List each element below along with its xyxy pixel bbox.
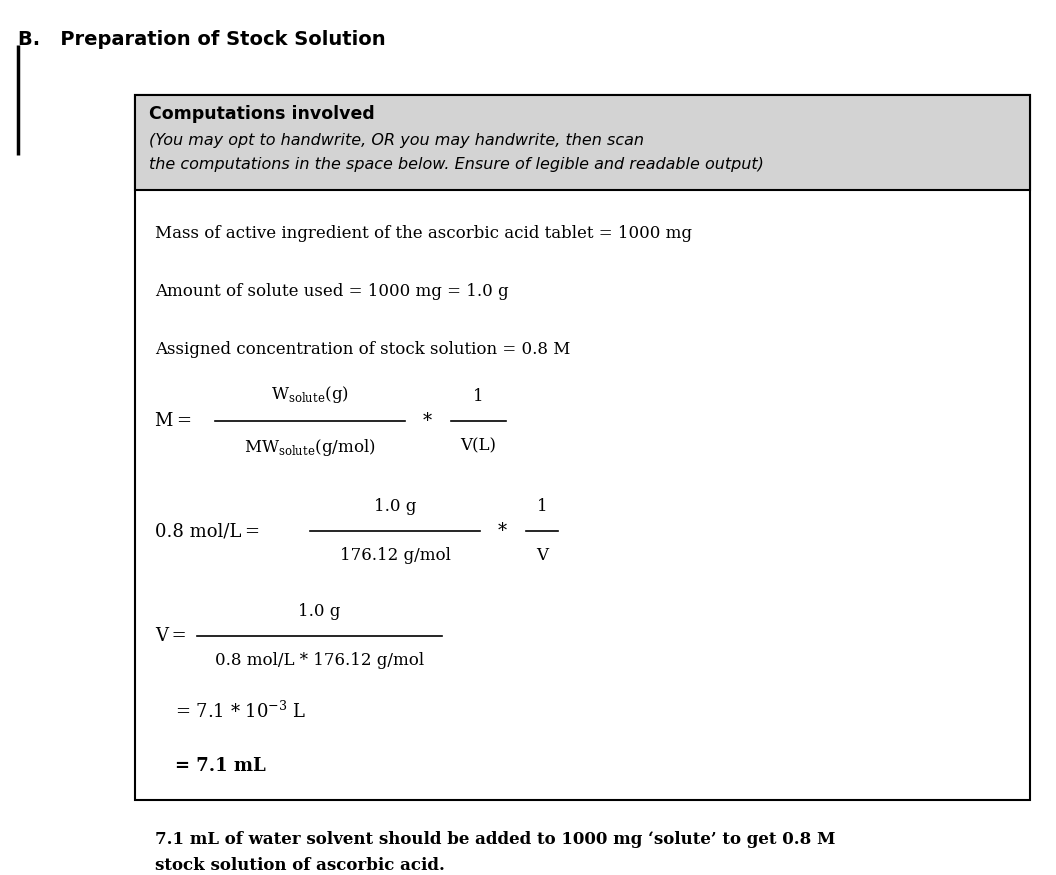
Text: 1: 1 (473, 388, 484, 405)
Text: Mass of active ingredient of the ascorbic acid tablet = 1000 mg: Mass of active ingredient of the ascorbi… (155, 225, 692, 242)
Text: 7.1 mL of water solvent should be added to 1000 mg ‘solute’ to get 0.8 M
stock s: 7.1 mL of water solvent should be added … (155, 831, 835, 874)
Text: B.   Preparation of Stock Solution: B. Preparation of Stock Solution (18, 30, 385, 49)
Text: 0.8 mol/L * 176.12 g/mol: 0.8 mol/L * 176.12 g/mol (215, 652, 425, 669)
Text: = 7.1 mL: = 7.1 mL (175, 757, 266, 775)
Text: *: * (423, 412, 432, 430)
FancyBboxPatch shape (135, 95, 1030, 190)
Text: Computations involved: Computations involved (149, 105, 375, 123)
Text: 1.0 g: 1.0 g (374, 498, 416, 515)
Text: 1: 1 (536, 498, 547, 515)
Text: W$_{\mathregular{solute}}$(g): W$_{\mathregular{solute}}$(g) (271, 384, 348, 405)
Text: Assigned concentration of stock solution = 0.8 M: Assigned concentration of stock solution… (155, 341, 570, 358)
Text: V =: V = (155, 627, 187, 645)
Text: (You may opt to handwrite, OR you may handwrite, then scan: (You may opt to handwrite, OR you may ha… (149, 133, 644, 148)
Text: 176.12 g/mol: 176.12 g/mol (340, 547, 451, 564)
Text: 0.8 mol/L =: 0.8 mol/L = (155, 522, 260, 540)
FancyBboxPatch shape (135, 95, 1030, 800)
Text: M =: M = (155, 412, 192, 430)
Text: 1.0 g: 1.0 g (298, 603, 341, 620)
Text: = 7.1 * 10$^{\mathregular{-3}}$ L: = 7.1 * 10$^{\mathregular{-3}}$ L (175, 700, 306, 722)
Text: V: V (536, 547, 548, 564)
Text: *: * (498, 522, 507, 540)
Text: Amount of solute used = 1000 mg = 1.0 g: Amount of solute used = 1000 mg = 1.0 g (155, 283, 509, 300)
Text: MW$_{\mathregular{solute}}$(g/mol): MW$_{\mathregular{solute}}$(g/mol) (244, 437, 376, 458)
Text: the computations in the space below. Ensure of legible and readable output): the computations in the space below. Ens… (149, 157, 763, 172)
Text: V(L): V(L) (460, 437, 496, 454)
